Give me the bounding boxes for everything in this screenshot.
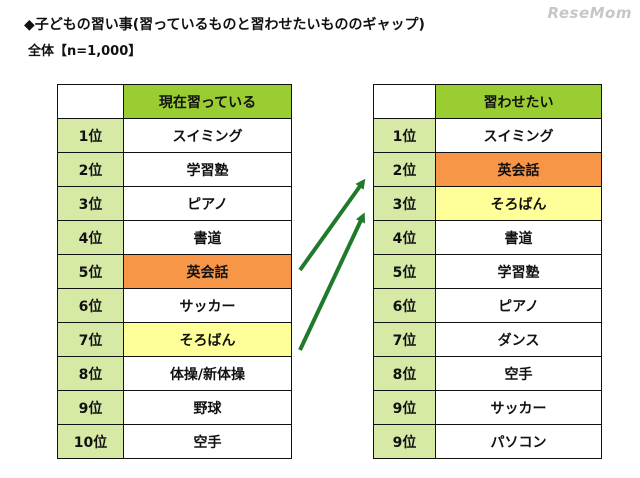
table-row: 4位 書道: [373, 220, 602, 255]
english-rank-up-arrow-icon: [298, 178, 366, 272]
lesson-cell: サッカー: [435, 390, 602, 425]
page-title: ◆子どもの習い事(習っているものと習わせたいもののギャップ): [24, 17, 425, 33]
header-blank-cell: [57, 84, 124, 119]
rank-cell: 1位: [57, 118, 124, 153]
rank-cell: 7位: [373, 322, 436, 357]
wanted-lessons-header: 習わせたい: [435, 84, 602, 119]
sample-size-label: 全体【n=1,000】: [28, 44, 142, 59]
lesson-cell: パソコン: [435, 424, 602, 459]
lesson-cell: 空手: [123, 424, 292, 459]
table-row: 2位 英会話: [373, 152, 602, 187]
lesson-cell: 学習塾: [123, 152, 292, 187]
soroban-rank-up-arrow-icon: [298, 212, 365, 351]
table-row: 9位 サッカー: [373, 390, 602, 425]
table-row: 8位 空手: [373, 356, 602, 391]
current-lessons-header: 現在習っている: [123, 84, 292, 119]
table-row: 9位 野球: [57, 390, 292, 425]
rank-cell: 2位: [57, 152, 124, 187]
lesson-cell: 英会話: [435, 152, 602, 187]
rank-cell: 7位: [57, 322, 124, 357]
rank-cell: 9位: [373, 424, 436, 459]
lesson-cell: 書道: [123, 220, 292, 255]
table-row: 5位 英会話: [57, 254, 292, 289]
table-row: 7位 そろばん: [57, 322, 292, 357]
rank-cell: 2位: [373, 152, 436, 187]
resemom-logo: ReseMom: [547, 4, 632, 22]
lesson-cell: スイミング: [435, 118, 602, 153]
rank-cell: 6位: [373, 288, 436, 323]
table-row: 10位 空手: [57, 424, 292, 459]
lesson-cell: サッカー: [123, 288, 292, 323]
rank-cell: 4位: [373, 220, 436, 255]
lesson-cell: 学習塾: [435, 254, 602, 289]
rank-cell: 5位: [57, 254, 124, 289]
lesson-cell: 書道: [435, 220, 602, 255]
rank-cell: 8位: [373, 356, 436, 391]
rank-cell: 3位: [57, 186, 124, 221]
lesson-cell: 空手: [435, 356, 602, 391]
table-header-row: 習わせたい: [373, 84, 602, 119]
lesson-cell: 野球: [123, 390, 292, 425]
lesson-cell: スイミング: [123, 118, 292, 153]
table-row: 5位 学習塾: [373, 254, 602, 289]
lesson-cell: そろばん: [123, 322, 292, 357]
lesson-cell: そろばん: [435, 186, 602, 221]
table-row: 6位 ピアノ: [373, 288, 602, 323]
rank-cell: 3位: [373, 186, 436, 221]
lesson-cell: 英会話: [123, 254, 292, 289]
rank-cell: 5位: [373, 254, 436, 289]
header-blank-cell: [373, 84, 436, 119]
current-lessons-table: 現在習っている 1位 スイミング 2位 学習塾 3位 ピアノ 4位 書道 5位 英会話 6位 サッカー…: [57, 84, 292, 459]
lesson-cell: ピアノ: [435, 288, 602, 323]
rank-cell: 10位: [57, 424, 124, 459]
rank-cell: 9位: [57, 390, 124, 425]
table-row: 3位 そろばん: [373, 186, 602, 221]
table-row: 9位 パソコン: [373, 424, 602, 459]
table-header-row: 現在習っている: [57, 84, 292, 119]
table-row: 1位 スイミング: [57, 118, 292, 153]
table-row: 2位 学習塾: [57, 152, 292, 187]
rank-cell: 9位: [373, 390, 436, 425]
wanted-lessons-table: 習わせたい 1位 スイミング 2位 英会話 3位 そろばん 4位 書道 5位 学習塾 6位 ピアノ 7位…: [373, 84, 602, 459]
rank-cell: 8位: [57, 356, 124, 391]
